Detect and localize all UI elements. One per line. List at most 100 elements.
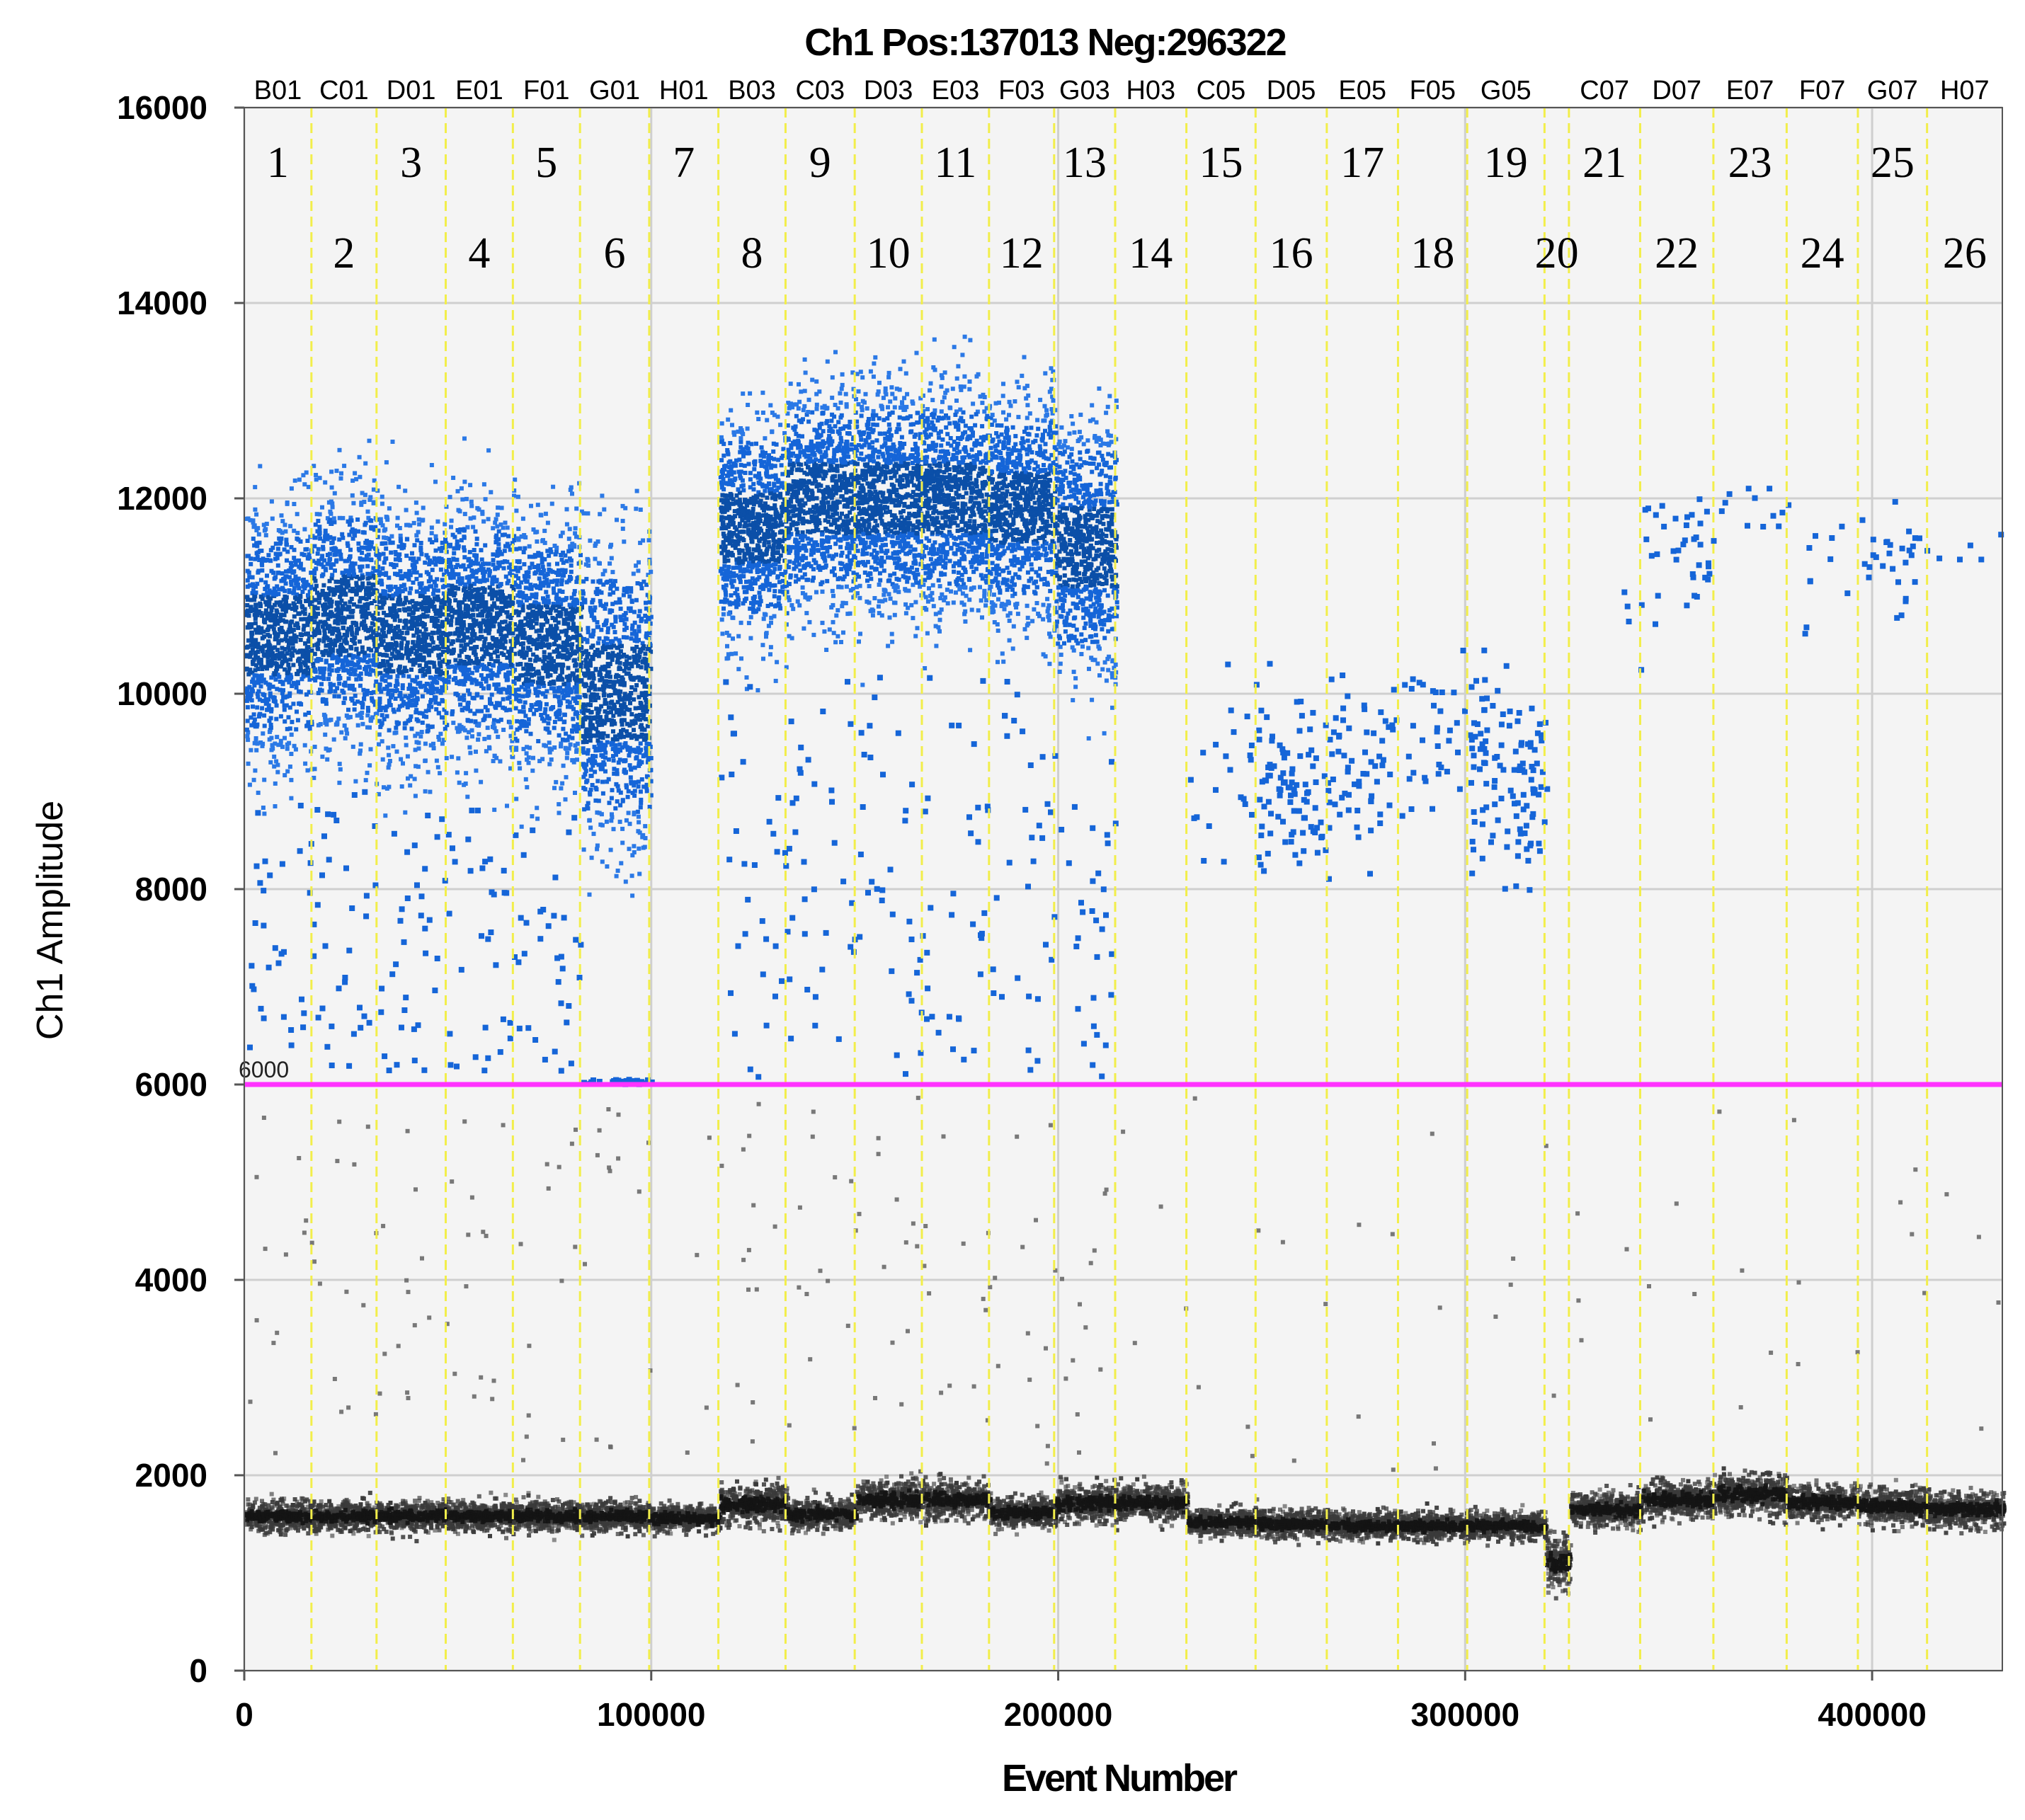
droplet bbox=[346, 1405, 350, 1409]
droplet bbox=[297, 1156, 301, 1160]
droplet bbox=[258, 1527, 262, 1531]
droplet bbox=[419, 1525, 423, 1529]
droplet bbox=[414, 1539, 418, 1543]
droplet bbox=[337, 1120, 341, 1124]
droplet bbox=[411, 1504, 416, 1509]
droplet bbox=[273, 1451, 278, 1455]
droplet bbox=[316, 1516, 320, 1520]
droplet bbox=[249, 1400, 253, 1404]
droplet bbox=[245, 1518, 249, 1523]
droplet bbox=[324, 1519, 328, 1523]
droplet bbox=[333, 1515, 337, 1519]
droplet bbox=[291, 1503, 295, 1507]
droplet bbox=[271, 1498, 275, 1502]
droplet bbox=[334, 1519, 338, 1523]
droplet bbox=[435, 1525, 440, 1529]
droplet bbox=[275, 1501, 280, 1505]
droplet bbox=[255, 1318, 259, 1322]
droplet bbox=[339, 1522, 343, 1526]
droplet bbox=[335, 1159, 339, 1163]
droplet bbox=[304, 1218, 308, 1223]
droplet bbox=[413, 1499, 417, 1503]
droplet bbox=[365, 1517, 369, 1521]
droplet bbox=[329, 1519, 333, 1523]
droplet bbox=[358, 1528, 363, 1532]
droplet bbox=[283, 1533, 287, 1537]
droplet bbox=[366, 1125, 370, 1129]
droplet bbox=[319, 1499, 324, 1504]
droplet bbox=[361, 1303, 365, 1307]
droplet bbox=[341, 1514, 345, 1518]
droplet bbox=[257, 1510, 261, 1514]
droplet bbox=[255, 1175, 259, 1179]
droplet bbox=[300, 1501, 304, 1505]
droplet bbox=[380, 1525, 384, 1529]
droplet bbox=[417, 1499, 421, 1503]
droplet bbox=[284, 1252, 288, 1257]
droplet bbox=[365, 1501, 370, 1506]
droplet bbox=[314, 1528, 318, 1532]
droplet bbox=[401, 1535, 405, 1539]
droplet bbox=[275, 1331, 279, 1335]
droplet bbox=[278, 1528, 282, 1532]
droplet bbox=[275, 1511, 280, 1515]
droplet bbox=[253, 1514, 257, 1518]
droplet bbox=[413, 1530, 418, 1534]
droplet bbox=[275, 1514, 280, 1518]
droplet bbox=[339, 1409, 343, 1414]
droplet bbox=[368, 1511, 372, 1516]
droplet bbox=[266, 1504, 270, 1508]
droplet bbox=[352, 1162, 356, 1167]
droplet bbox=[306, 1515, 310, 1519]
droplet bbox=[270, 1527, 275, 1531]
droplet bbox=[336, 1504, 341, 1509]
droplet bbox=[285, 1528, 289, 1532]
droplet bbox=[321, 1504, 326, 1509]
droplet bbox=[343, 1508, 348, 1512]
droplet bbox=[359, 1518, 363, 1523]
droplet bbox=[360, 1511, 364, 1516]
droplet bbox=[250, 1525, 254, 1529]
droplet bbox=[346, 1499, 350, 1504]
droplet bbox=[254, 1497, 258, 1501]
droplet bbox=[326, 1506, 331, 1510]
droplet bbox=[367, 1534, 371, 1538]
droplet bbox=[327, 1499, 331, 1504]
droplet bbox=[312, 1259, 316, 1264]
droplet bbox=[302, 1526, 306, 1530]
droplet bbox=[333, 1377, 337, 1381]
droplet bbox=[380, 1503, 384, 1507]
droplet bbox=[318, 1281, 322, 1286]
droplet bbox=[320, 1515, 324, 1519]
droplet bbox=[270, 1521, 275, 1525]
droplet bbox=[246, 1497, 250, 1501]
droplet bbox=[396, 1505, 400, 1509]
droplet bbox=[391, 1537, 395, 1541]
droplet bbox=[312, 1499, 316, 1504]
droplet bbox=[279, 1533, 283, 1537]
droplet bbox=[288, 1513, 292, 1518]
droplet bbox=[314, 1509, 318, 1513]
droplet bbox=[310, 1241, 314, 1245]
droplet bbox=[312, 1521, 316, 1526]
droplet bbox=[368, 1491, 372, 1495]
droplet bbox=[364, 1528, 368, 1532]
droplet-amplitude-chart: 6000 02000400060008000100001200014000160… bbox=[0, 0, 2025, 1820]
droplet bbox=[401, 1524, 406, 1528]
droplet bbox=[344, 1290, 348, 1294]
droplet bbox=[336, 1528, 340, 1532]
droplet bbox=[266, 1532, 270, 1536]
droplet bbox=[372, 1520, 377, 1524]
droplet bbox=[352, 1515, 356, 1519]
droplet bbox=[328, 1523, 332, 1528]
droplet bbox=[270, 1492, 274, 1496]
droplet bbox=[360, 1496, 365, 1500]
droplet bbox=[301, 1496, 305, 1501]
droplet bbox=[344, 1519, 348, 1523]
droplet bbox=[389, 1530, 394, 1534]
droplet bbox=[384, 1530, 389, 1534]
droplet bbox=[280, 1509, 284, 1513]
droplet bbox=[293, 1512, 297, 1516]
droplet bbox=[262, 1116, 266, 1120]
droplet bbox=[287, 1519, 292, 1523]
